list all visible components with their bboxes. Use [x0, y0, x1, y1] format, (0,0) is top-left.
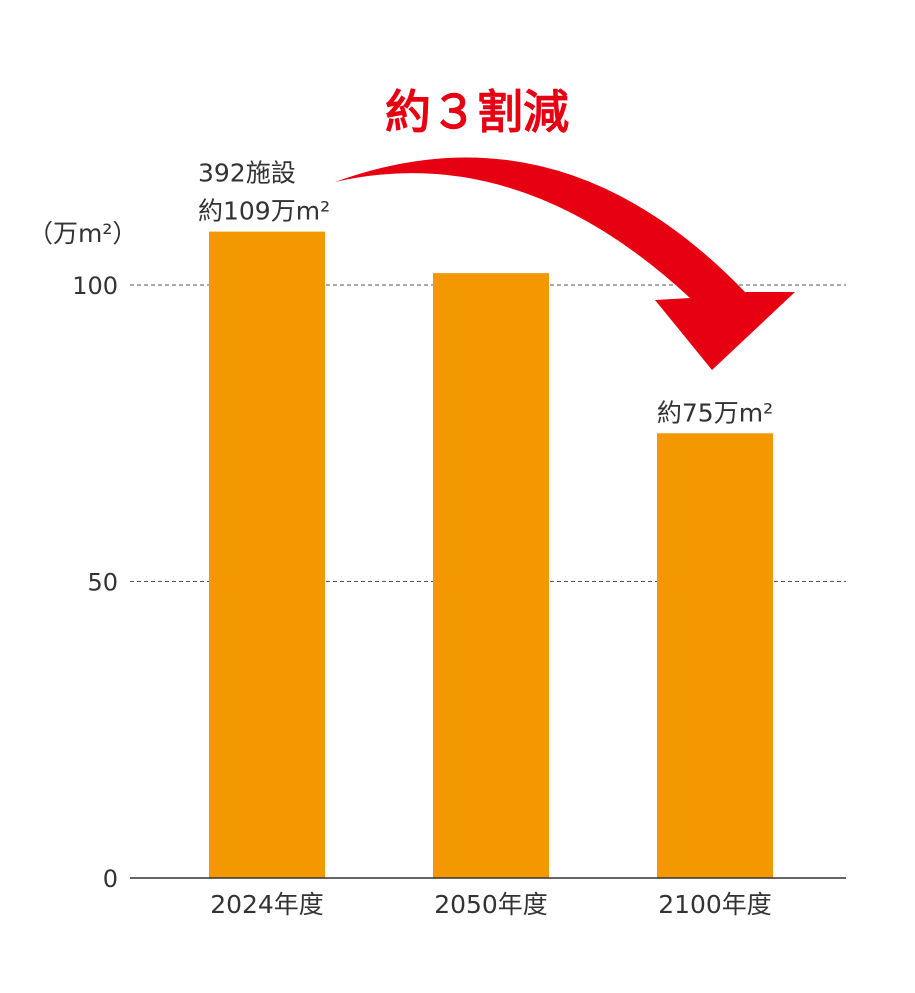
- bars: [209, 231, 773, 878]
- x-tick-label: 2100年度: [658, 890, 772, 919]
- bar: [209, 231, 325, 878]
- y-tick-labels: 0 50 100: [72, 272, 118, 893]
- x-tick-labels: 2024年度 2050年度 2100年度: [210, 890, 772, 919]
- y-tick-label: 50: [87, 569, 118, 597]
- chart-title: 約３割減: [385, 85, 569, 139]
- data-label: 約75万m²: [657, 398, 773, 427]
- bar: [657, 433, 773, 878]
- x-tick-label: 2050年度: [434, 890, 548, 919]
- data-label: 約109万m²: [198, 197, 330, 226]
- decrease-arrow: [335, 157, 795, 370]
- y-tick-label: 0: [103, 865, 118, 893]
- y-tick-label: 100: [72, 272, 118, 300]
- bar: [433, 273, 549, 878]
- x-tick-label: 2024年度: [210, 890, 324, 919]
- y-axis-label: （万m²）: [28, 219, 137, 248]
- data-label: 392施設: [198, 159, 296, 188]
